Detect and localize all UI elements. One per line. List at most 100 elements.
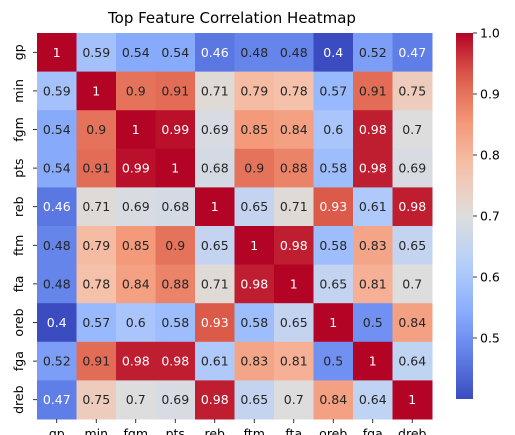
cell-value-label: 0.54 — [43, 122, 71, 137]
heatmap-cell — [116, 303, 156, 343]
x-tick-label: fgm — [123, 426, 148, 435]
cell-value-label: 0.98 — [201, 392, 229, 407]
heatmap-cell — [155, 110, 196, 150]
cell-value-label: 0.57 — [319, 83, 347, 98]
heatmap-cell — [353, 187, 393, 227]
cell-value-label: 0.71 — [201, 276, 229, 291]
cell-value-label: 0.48 — [280, 45, 308, 60]
cell-value-label: 0.7 — [284, 392, 304, 407]
cell-value-label: 0.64 — [359, 392, 387, 407]
cell-value-label: 0.54 — [43, 161, 71, 176]
x-tick-label: dreb — [398, 426, 426, 435]
heatmap-cell — [76, 33, 117, 73]
heatmap-cell — [76, 148, 117, 188]
heatmap-cell — [353, 71, 393, 111]
cell-value-label: 0.81 — [280, 354, 308, 369]
cell-value-label: 1 — [171, 161, 179, 176]
y-tick-label: ftm — [11, 235, 26, 256]
heatmap-cell — [37, 303, 77, 343]
x-tick-label: reb — [205, 426, 226, 435]
cell-value-label: 0.98 — [280, 238, 308, 253]
cell-value-label: 0.65 — [280, 315, 308, 330]
cell-value-label: 0.7 — [402, 276, 422, 291]
cell-value-label: 0.47 — [398, 45, 426, 60]
heatmap-cell — [392, 33, 433, 73]
cell-value-label: 0.65 — [240, 392, 268, 407]
cell-value-label: 0.46 — [201, 45, 229, 60]
heatmap-cell — [37, 110, 77, 150]
cell-value-label: 0.71 — [82, 199, 110, 214]
heatmap-cell — [353, 264, 393, 304]
heatmap-cell — [234, 380, 275, 420]
cell-value-label: 0.54 — [122, 45, 150, 60]
heatmap-cell — [76, 71, 117, 111]
cell-value-label: 1 — [408, 392, 416, 407]
heatmap-cell — [155, 341, 196, 381]
heatmap-cell — [76, 303, 117, 343]
heatmap-cell — [274, 341, 314, 381]
cell-value-label: 0.93 — [201, 315, 229, 330]
cell-value-label: 0.65 — [201, 238, 229, 253]
x-tick-label: oreb — [319, 426, 347, 435]
cell-value-label: 1 — [132, 122, 140, 137]
cell-value-label: 0.99 — [161, 122, 189, 137]
cell-value-label: 0.47 — [43, 392, 71, 407]
chart-title: Top Feature Correlation Heatmap — [107, 9, 356, 27]
y-tick-label: dreb — [11, 385, 26, 413]
cell-value-label: 0.69 — [161, 392, 189, 407]
cell-value-label: 0.69 — [201, 122, 229, 137]
heatmap-cell — [234, 341, 275, 381]
heatmap-cell — [76, 226, 117, 266]
cell-value-label: 0.99 — [122, 161, 150, 176]
cell-value-label: 0.7 — [402, 122, 422, 137]
heatmap-cell — [116, 71, 156, 111]
heatmap-cell — [37, 264, 77, 304]
heatmap-cell — [195, 148, 235, 188]
heatmap-cell — [155, 303, 196, 343]
heatmap-cell — [37, 71, 77, 111]
heatmap-cell — [195, 264, 235, 304]
heatmap-cell — [392, 226, 433, 266]
heatmap-cell — [313, 380, 354, 420]
colorbar-tick-label: 0.5 — [480, 331, 500, 346]
heatmap-cell — [155, 33, 196, 73]
cell-value-label: 0.78 — [82, 276, 110, 291]
cell-value-label: 0.9 — [244, 161, 264, 176]
cell-value-label: 0.91 — [161, 83, 189, 98]
heatmap-cells: 1 0.59 0.54 0.54 0.46 0.48 0.48 0.4 0.52 0.47 0.59… — [37, 33, 433, 420]
heatmap-cell — [274, 33, 314, 73]
heatmap-cell — [274, 148, 314, 188]
cell-value-label: 0.78 — [280, 83, 308, 98]
cell-value-label: 0.84 — [122, 276, 150, 291]
cell-value-label: 0.48 — [43, 238, 71, 253]
heatmap-cell — [116, 264, 156, 304]
cell-value-label: 0.4 — [323, 45, 343, 60]
cell-value-label: 0.83 — [240, 354, 268, 369]
heatmap-cell — [392, 341, 433, 381]
heatmap-cell — [392, 380, 433, 420]
cell-value-label: 1 — [290, 276, 298, 291]
heatmap-cell — [274, 264, 314, 304]
cell-value-label: 0.83 — [359, 238, 387, 253]
cell-value-label: 1 — [250, 238, 258, 253]
cell-value-label: 0.93 — [319, 199, 347, 214]
x-tick-label: fga — [363, 426, 383, 435]
heatmap-cell — [392, 71, 433, 111]
cell-value-label: 0.98 — [161, 354, 189, 369]
cell-value-label: 0.4 — [47, 315, 67, 330]
x-tick-label: gp — [49, 426, 65, 435]
heatmap-cell — [37, 148, 77, 188]
heatmap-cell — [353, 110, 393, 150]
cell-value-label: 0.91 — [82, 354, 110, 369]
heatmap-cell — [274, 187, 314, 227]
colorbar-ticks: 0.5 0.6 0.7 0.8 0.9 1.0 — [473, 26, 500, 346]
heatmap-cell — [313, 33, 354, 73]
cell-value-label: 0.58 — [240, 315, 268, 330]
cell-value-label: 0.75 — [398, 83, 426, 98]
heatmap-cell — [76, 110, 117, 150]
cell-value-label: 0.58 — [319, 161, 347, 176]
cell-value-label: 0.59 — [82, 45, 110, 60]
cell-value-label: 0.65 — [240, 199, 268, 214]
heatmap-cell — [37, 33, 77, 73]
y-tick-label: pts — [11, 158, 26, 177]
